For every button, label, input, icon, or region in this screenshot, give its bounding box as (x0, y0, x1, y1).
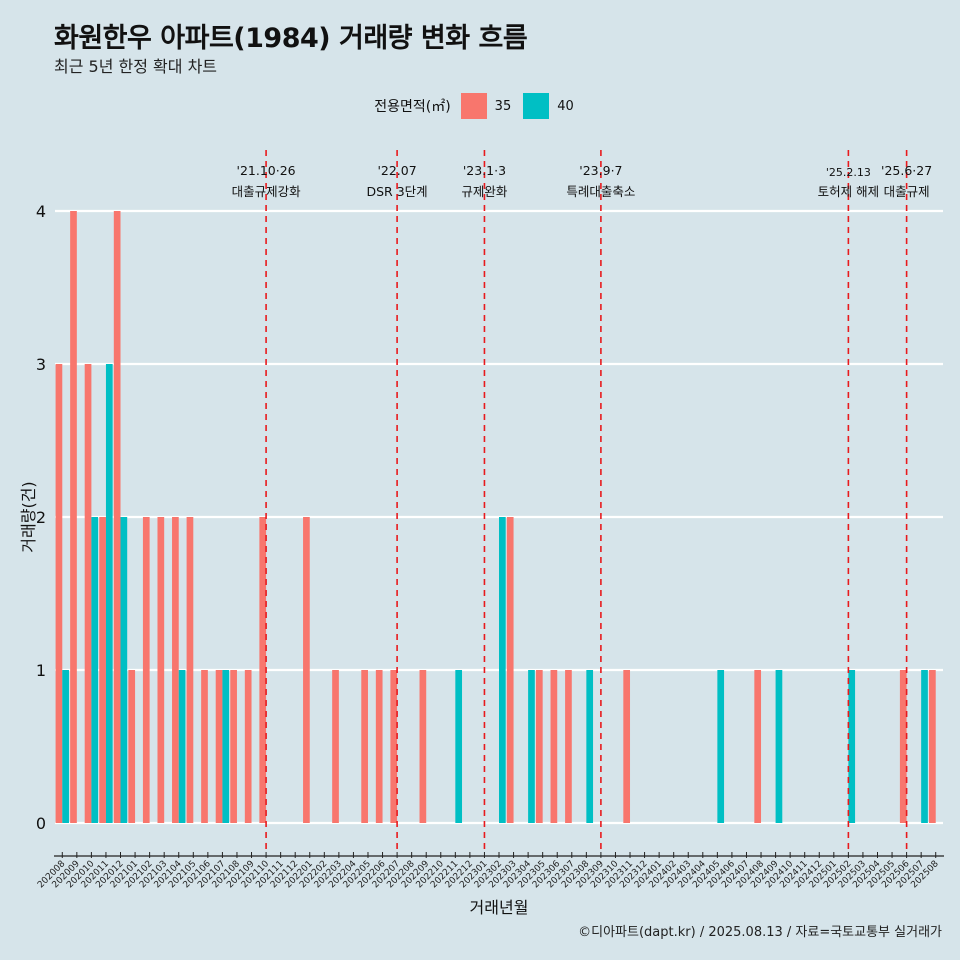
y-tick-label: 2 (36, 508, 46, 527)
event-date-label: '21.10·26 (237, 163, 296, 178)
bar-35-202105 (186, 517, 194, 823)
bar-35-202206 (375, 670, 383, 823)
event-name-label: DSR 3단계 (367, 184, 428, 199)
bar-35-202109 (244, 670, 252, 823)
bar-40-202008 (62, 670, 69, 823)
bar-35-202101 (128, 670, 136, 823)
bar-40-202104 (178, 670, 186, 823)
bar-35-202012 (113, 211, 121, 823)
event-date-label: '22.07 (377, 163, 416, 178)
event-date-label: '25.6·27 (881, 163, 932, 178)
bar-40-202107 (222, 670, 230, 823)
legend-label-35: 35 (494, 98, 512, 114)
bar-35-202207 (390, 670, 398, 823)
bar-35-202311 (623, 670, 631, 823)
event-name-label: 대출규제강화 (232, 184, 302, 199)
bar-35-202104 (172, 517, 179, 823)
legend: 전용면적(㎡) 35 40 (0, 93, 960, 119)
legend-title: 전용면적(㎡) (374, 99, 451, 115)
y-tick-label: 3 (36, 355, 46, 374)
event-date-label: '25.2.13 (826, 166, 871, 179)
event-date-label: '23.9·7 (579, 163, 622, 178)
event-name-label: 토허제 해제 (818, 184, 879, 199)
bar-35-202107 (215, 670, 223, 823)
legend-label-40: 40 (557, 98, 574, 114)
event-name-label: 규제완화 (461, 184, 508, 199)
bar-40-202211 (455, 670, 463, 823)
bar-35-202209 (419, 670, 427, 823)
bar-35-202106 (201, 670, 208, 823)
bar-35-202203 (332, 670, 339, 823)
bar-40-202507 (921, 670, 928, 823)
bar-40-202011 (105, 364, 113, 823)
bar-35-202306 (550, 670, 558, 823)
y-tick-label: 1 (36, 661, 46, 680)
legend-swatch-35 (460, 93, 487, 119)
legend-item-40: 40 (523, 93, 574, 119)
bar-40-202010 (91, 517, 99, 823)
bar-35-202201 (303, 517, 310, 823)
bar-40-202304 (528, 670, 535, 823)
y-tick-label: 0 (36, 814, 46, 833)
y-axis-title: 거래량(건) (19, 481, 38, 552)
bar-35-202303 (506, 517, 514, 823)
bar-35-202205 (361, 670, 368, 823)
bar-40-202409 (775, 670, 783, 823)
bar-35-202011 (99, 517, 106, 823)
bar-40-202502 (848, 670, 856, 823)
bar-35-202009 (70, 211, 77, 823)
bar-35-202508 (929, 670, 936, 823)
bar-35-202305 (535, 670, 543, 823)
bar-40-202405 (717, 670, 725, 823)
chart-title: 화원한우 아파트(1984) 거래량 변화 흐름 (54, 23, 528, 54)
bar-40-202302 (499, 517, 506, 823)
bar-35-202110 (259, 517, 267, 823)
bar-35-202102 (142, 517, 150, 823)
source-caption: ©디아파트(dapt.kr) / 2025.08.13 / 자료=국토교통부 실… (578, 925, 942, 940)
bar-40-202308 (586, 670, 594, 823)
bar-35-202506 (899, 670, 907, 823)
bar-35-202408 (754, 670, 762, 823)
y-tick-label: 4 (36, 202, 46, 221)
legend-item-35: 35 (460, 93, 512, 119)
legend-swatch-40 (523, 93, 550, 119)
event-date-label: '23.1·3 (463, 163, 506, 178)
event-name-label: 대출규제 (884, 184, 930, 199)
bar-35-202008 (55, 364, 63, 823)
bar-35-202307 (565, 670, 572, 823)
chart-subtitle: 최근 5년 한정 확대 차트 (54, 57, 218, 76)
bar-35-202010 (84, 364, 92, 823)
event-name-label: 특례대출축소 (566, 184, 635, 199)
bar-35-202108 (230, 670, 237, 823)
bar-35-202103 (157, 517, 165, 823)
bar-40-202012 (120, 517, 128, 823)
x-axis-title: 거래년월 (470, 898, 529, 917)
